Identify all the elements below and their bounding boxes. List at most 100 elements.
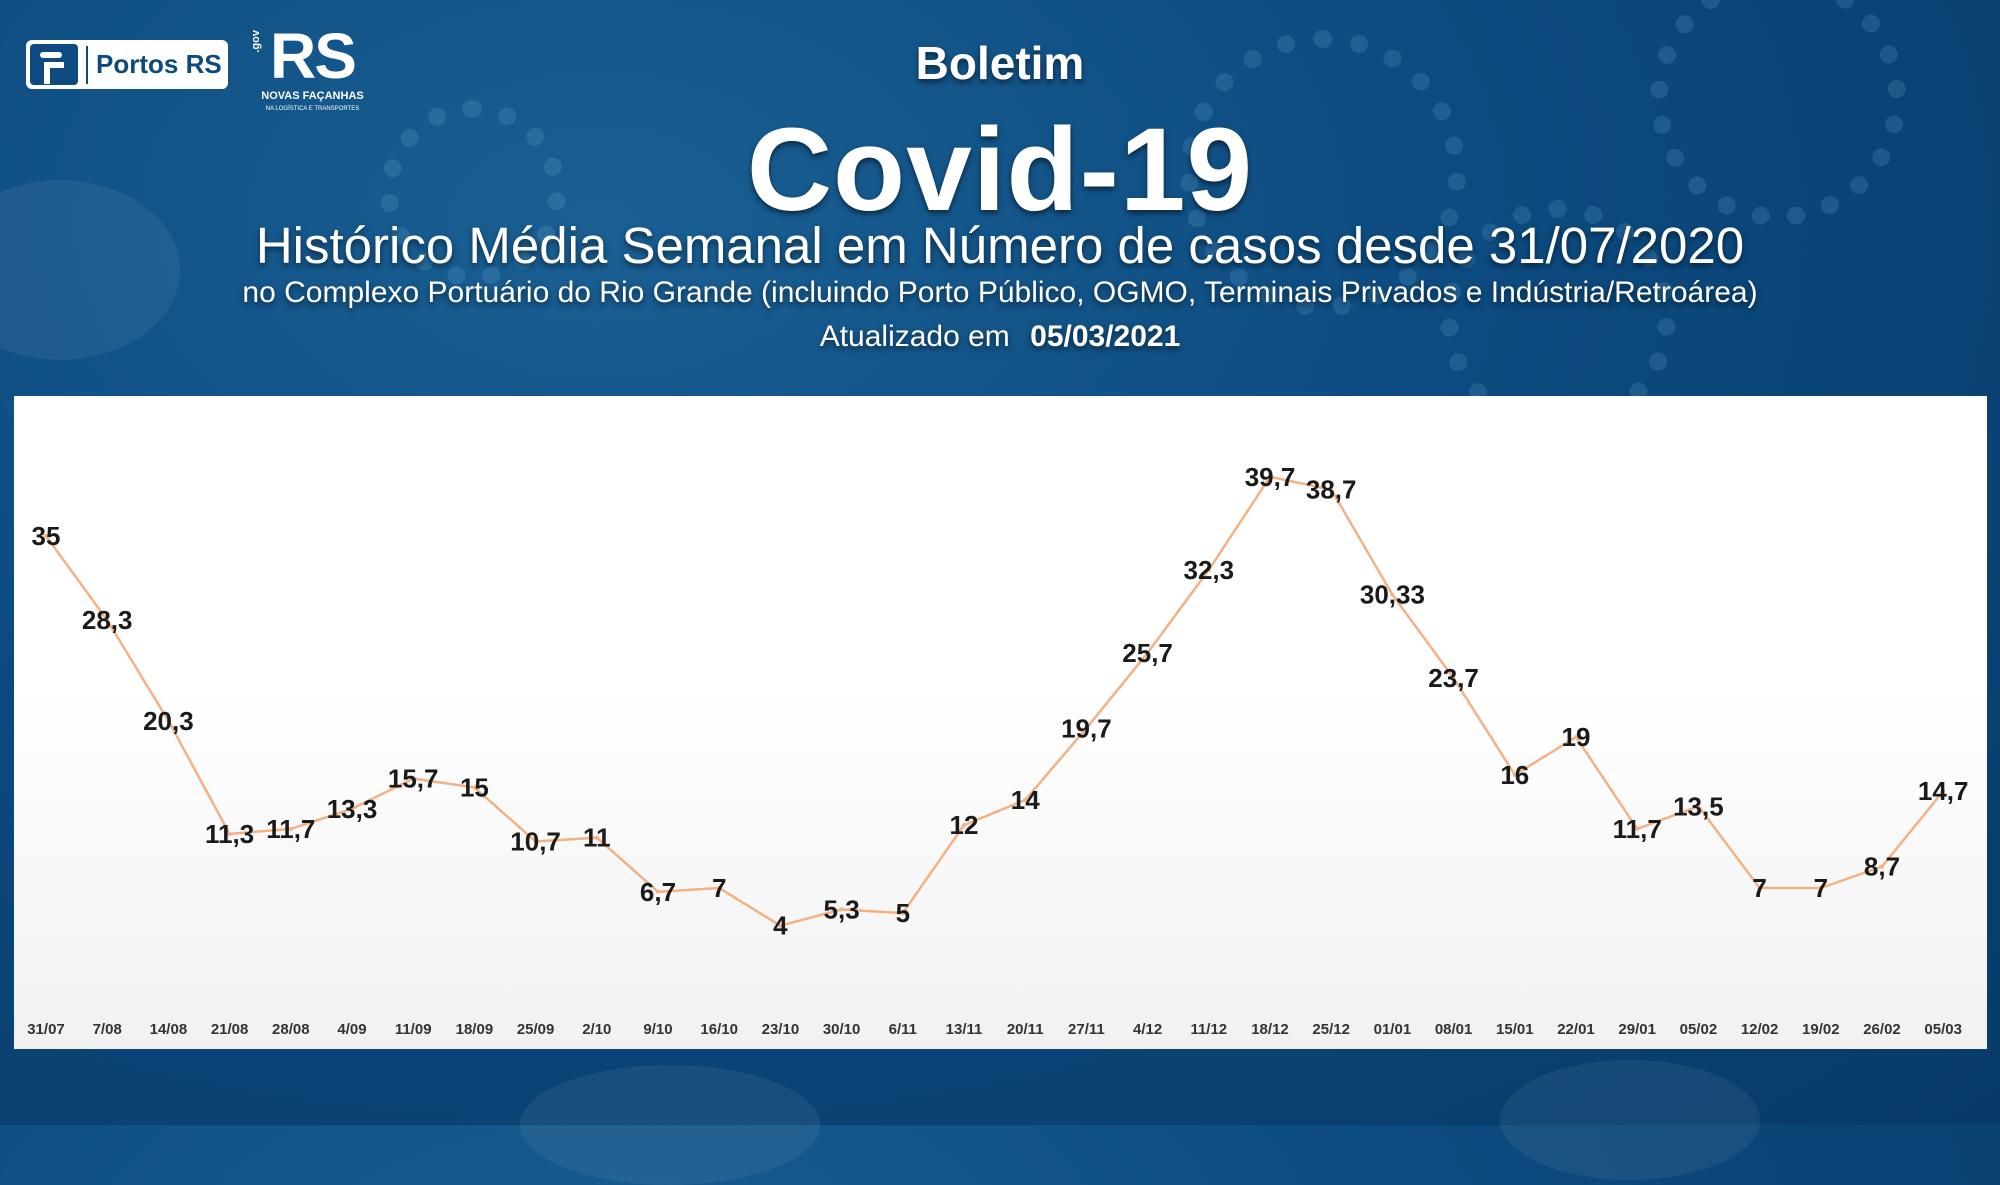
x-tick-label: 31/07 bbox=[27, 1021, 65, 1038]
data-point bbox=[1574, 735, 1578, 740]
data-point bbox=[44, 534, 48, 538]
data-point bbox=[105, 618, 110, 623]
data-label: 32,3 bbox=[1183, 555, 1234, 585]
data-label: 13,3 bbox=[327, 794, 378, 824]
gov-rs-logo: .gov RS NOVAS FAÇANHAS NA LOGÍSTICA E TR… bbox=[250, 24, 375, 113]
x-tick-label: 30/10 bbox=[823, 1021, 861, 1038]
data-point bbox=[1145, 650, 1150, 655]
data-label: 11,3 bbox=[205, 819, 254, 849]
x-tick-label: 01/01 bbox=[1374, 1021, 1412, 1038]
x-tick-label: 15/01 bbox=[1496, 1021, 1534, 1038]
rs-wordmark: RS bbox=[270, 20, 357, 92]
x-tick-label: 28/08 bbox=[272, 1021, 310, 1038]
data-label: 5,3 bbox=[824, 894, 860, 924]
data-point bbox=[1451, 676, 1456, 681]
data-label: 7 bbox=[1814, 873, 1828, 903]
updated-line: Atualizado em 05/03/2021 bbox=[0, 320, 2000, 354]
data-label: 8,7 bbox=[1864, 852, 1900, 882]
x-tick-label: 9/10 bbox=[643, 1021, 672, 1038]
background-blob-3 bbox=[1500, 1060, 1760, 1180]
data-point bbox=[1206, 567, 1211, 572]
data-point bbox=[594, 835, 599, 840]
data-point bbox=[1268, 474, 1272, 479]
x-tick-label: 16/10 bbox=[700, 1021, 738, 1038]
data-label: 30,33 bbox=[1360, 580, 1425, 610]
x-tick-label: 29/01 bbox=[1618, 1021, 1656, 1038]
logo-subtagline: NA LOGÍSTICA E TRANSPORTES bbox=[265, 106, 360, 112]
x-tick-label: 4/12 bbox=[1133, 1021, 1162, 1038]
series-line bbox=[44, 475, 1945, 928]
x-tick-label: 20/11 bbox=[1007, 1021, 1044, 1038]
data-label: 15,7 bbox=[388, 764, 439, 794]
data-point bbox=[1880, 864, 1884, 869]
data-point bbox=[778, 923, 783, 928]
chart-panel: 35 28,3 20,3 11,3 11,7 13,3 15,7 15 10,7 11 6,7 7 4 5… bbox=[14, 396, 1987, 1049]
data-point bbox=[1941, 789, 1946, 794]
x-tick-label: 27/11 bbox=[1068, 1021, 1105, 1038]
portos-rs-logo: Portos RS bbox=[26, 40, 228, 89]
data-point bbox=[1512, 772, 1517, 777]
data-label: 20,3 bbox=[143, 706, 194, 736]
portos-logo-text: Portos RS bbox=[96, 49, 222, 79]
data-label: 7 bbox=[712, 873, 726, 903]
data-label: 38,7 bbox=[1306, 474, 1357, 504]
x-tick-label: 4/09 bbox=[337, 1021, 366, 1038]
x-tick-label: 19/02 bbox=[1802, 1021, 1840, 1038]
x-tick-label: 25/12 bbox=[1312, 1021, 1350, 1038]
data-point bbox=[717, 886, 722, 890]
updated-date: 05/03/2021 bbox=[1030, 320, 1181, 353]
x-tick-label: 08/01 bbox=[1435, 1021, 1473, 1038]
x-tick-label: 25/09 bbox=[517, 1021, 555, 1038]
x-tick-label: 11/09 bbox=[395, 1021, 432, 1038]
data-point bbox=[1023, 798, 1028, 802]
x-tick-label: 05/02 bbox=[1680, 1021, 1718, 1038]
x-tick-label: 14/08 bbox=[150, 1021, 188, 1038]
x-tick-label: 13/11 bbox=[946, 1021, 983, 1038]
data-point bbox=[962, 823, 966, 828]
data-point bbox=[900, 911, 905, 916]
data-label: 16 bbox=[1500, 760, 1529, 790]
data-label: 12 bbox=[950, 810, 979, 840]
data-label: 35 bbox=[32, 521, 61, 551]
x-tick-label: 6/11 bbox=[889, 1021, 917, 1038]
data-label: 15 bbox=[460, 772, 489, 802]
data-label: 28,3 bbox=[82, 605, 133, 635]
data-label: 39,7 bbox=[1245, 462, 1296, 492]
logo-divider bbox=[86, 45, 88, 84]
data-label: 11,7 bbox=[1613, 814, 1662, 844]
x-tick-label: 21/08 bbox=[211, 1021, 249, 1038]
data-point bbox=[227, 831, 232, 836]
data-label: 5 bbox=[896, 898, 910, 928]
kicker-title: Boletim bbox=[915, 37, 1085, 89]
data-label: 19,7 bbox=[1061, 713, 1112, 743]
data-point bbox=[839, 907, 844, 912]
chart-subtitle: Histórico Média Semanal em Número de cas… bbox=[255, 217, 1745, 274]
data-label: 14,7 bbox=[1918, 776, 1969, 806]
data-label: 11,7 bbox=[266, 814, 315, 844]
data-label: 25,7 bbox=[1122, 638, 1173, 668]
data-point bbox=[1329, 487, 1334, 492]
data-point bbox=[1818, 886, 1823, 890]
x-tick-label: 11/12 bbox=[1190, 1021, 1227, 1038]
x-tick-label: 2/10 bbox=[582, 1021, 611, 1038]
logo-tagline: NOVAS FAÇANHAS bbox=[261, 90, 364, 102]
data-label: 6,7 bbox=[640, 877, 676, 907]
line-chart: 35 28,3 20,3 11,3 11,7 13,3 15,7 15 10,7 11 6,7 7 4 5… bbox=[27, 462, 1969, 1038]
x-tick-label: 7/08 bbox=[93, 1021, 122, 1038]
data-label: 23,7 bbox=[1428, 663, 1479, 693]
data-label: 7 bbox=[1752, 873, 1766, 903]
data-point bbox=[533, 839, 538, 844]
data-label: 10,7 bbox=[510, 826, 561, 856]
data-point bbox=[1696, 804, 1701, 809]
data-point bbox=[656, 889, 660, 894]
data-label: 4 bbox=[773, 911, 788, 941]
x-tick-label: 26/02 bbox=[1863, 1021, 1901, 1038]
x-tick-label: 12/02 bbox=[1741, 1021, 1779, 1038]
data-label: 14 bbox=[1011, 785, 1040, 815]
x-tick-label: 22/01 bbox=[1557, 1021, 1595, 1038]
background-blob-2 bbox=[520, 1065, 820, 1185]
x-tick-label: 05/03 bbox=[1924, 1021, 1962, 1038]
x-tick-label: 23/10 bbox=[762, 1021, 800, 1038]
x-tick-label: 18/09 bbox=[456, 1021, 494, 1038]
data-point bbox=[1390, 592, 1395, 597]
